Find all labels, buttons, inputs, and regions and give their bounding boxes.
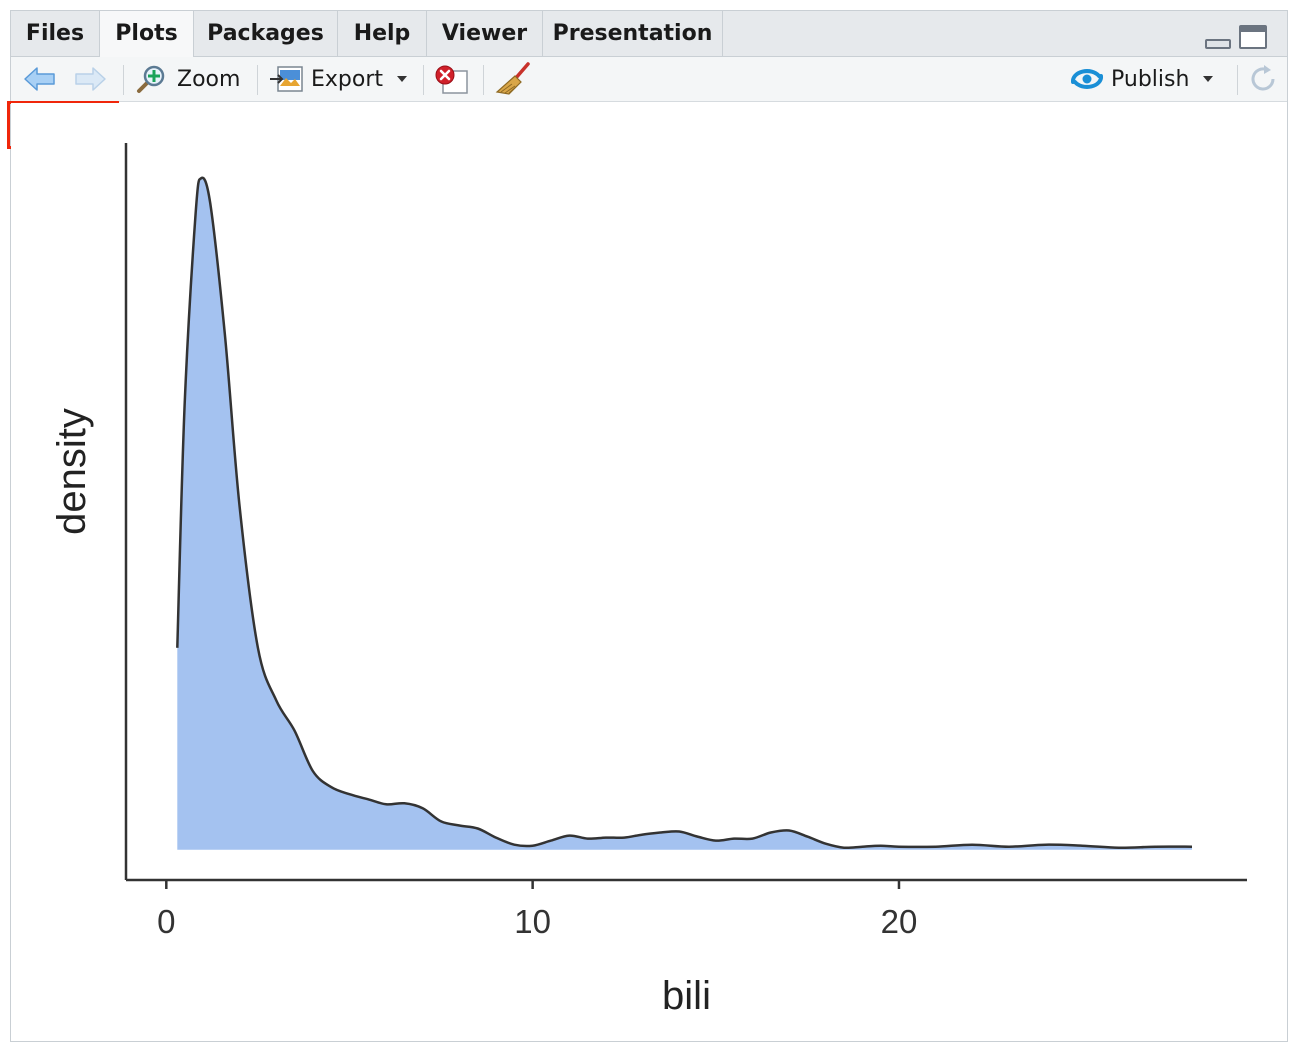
forward-arrow-icon bbox=[75, 67, 106, 91]
density-plot: 0 10 20 bili density bbox=[50, 143, 1247, 1018]
toolbar-separator bbox=[123, 65, 124, 95]
toolbar-separator bbox=[483, 65, 484, 95]
pane-tab-bar: Files Plots Packages Help Viewer Present… bbox=[11, 11, 1287, 58]
chevron-down-icon bbox=[397, 76, 408, 82]
refresh-plot-button[interactable] bbox=[1247, 57, 1283, 101]
plots-toolbar: Zoom Export bbox=[7, 57, 1287, 149]
tab-presentation[interactable]: Presentation bbox=[543, 11, 723, 57]
tab-viewer[interactable]: Viewer bbox=[427, 11, 543, 57]
refresh-icon bbox=[1251, 65, 1275, 91]
zoom-magnifier-icon bbox=[137, 65, 165, 93]
y-axis-title: density bbox=[50, 408, 94, 535]
zoom-button[interactable]: Zoom bbox=[135, 57, 245, 101]
publish-menu-button[interactable]: Publish bbox=[1069, 57, 1229, 101]
broom-icon bbox=[495, 62, 530, 95]
window-controls bbox=[1199, 23, 1279, 53]
x-tick-label: 0 bbox=[157, 903, 175, 940]
tab-plots[interactable]: Plots bbox=[100, 11, 194, 58]
x-tick-label: 20 bbox=[881, 903, 918, 940]
previous-plot-button[interactable] bbox=[23, 57, 63, 101]
chevron-down-icon bbox=[1203, 76, 1214, 82]
next-plot-button[interactable] bbox=[73, 57, 113, 101]
tab-files[interactable]: Files bbox=[11, 11, 100, 57]
publish-icon bbox=[1070, 69, 1104, 89]
toolbar-separator bbox=[423, 65, 424, 95]
remove-plot-icon bbox=[435, 65, 468, 94]
toolbar-separator bbox=[1237, 65, 1238, 95]
tab-packages[interactable]: Packages bbox=[194, 11, 338, 57]
toolbar-separator bbox=[257, 65, 258, 95]
maximize-pane-button[interactable] bbox=[1239, 25, 1267, 49]
zoom-label: Zoom bbox=[177, 66, 241, 92]
publish-label: Publish bbox=[1111, 66, 1190, 92]
clear-all-plots-button[interactable] bbox=[495, 57, 535, 101]
x-axis-title: bili bbox=[662, 974, 711, 1018]
plots-pane: Files Plots Packages Help Viewer Present… bbox=[7, 10, 1288, 1042]
remove-plot-button[interactable] bbox=[433, 57, 471, 101]
plot-canvas: 0 10 20 bili density bbox=[11, 103, 1287, 1041]
export-label: Export bbox=[311, 66, 384, 92]
back-arrow-icon bbox=[24, 67, 55, 91]
density-curve-line bbox=[176, 176, 1193, 850]
tab-help[interactable]: Help bbox=[338, 11, 427, 57]
export-image-icon bbox=[270, 66, 303, 92]
density-area-fill bbox=[177, 177, 1193, 850]
minimize-pane-button[interactable] bbox=[1205, 39, 1231, 49]
x-tick-label: 10 bbox=[514, 903, 551, 940]
export-menu-button[interactable]: Export bbox=[269, 57, 419, 101]
